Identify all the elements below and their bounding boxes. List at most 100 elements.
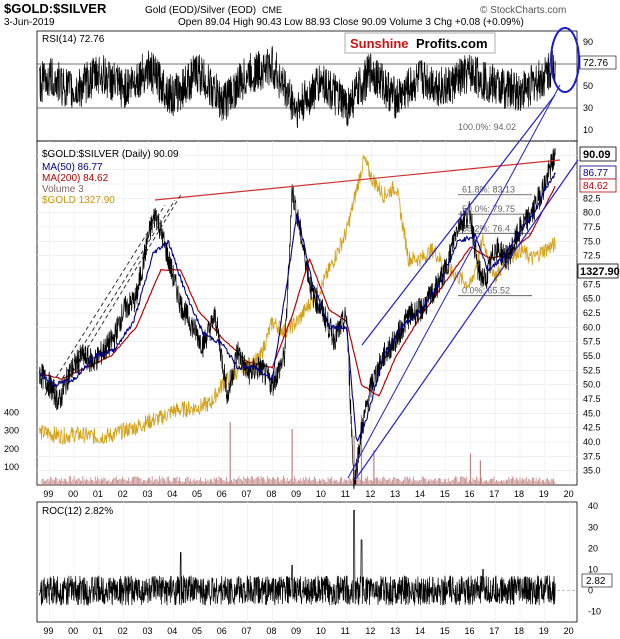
ratio-last-value: 90.09 [583, 149, 611, 161]
price-tick-label: 80.0 [583, 208, 601, 218]
x-tick-label: 12 [365, 489, 375, 499]
ratio-line [39, 148, 556, 490]
x-tick-label: 03 [142, 626, 152, 636]
x-tick-label: 12 [365, 626, 375, 636]
gold-line [39, 154, 556, 445]
x-tick-label: 20 [564, 489, 574, 499]
right-value-labels: 72.76 90.09 86.77 84.62 1327.90 2.82 [577, 55, 620, 588]
brand-profits: Profits.com [416, 36, 488, 51]
price-tick-label: 40.0 [583, 437, 601, 447]
x-tick-label: 15 [440, 626, 450, 636]
fib-label: 0.0%: 65.52 [462, 286, 510, 296]
x-tick-label: 00 [68, 626, 78, 636]
roc-tick-label: 20 [588, 543, 598, 553]
price-tick-label: 77.5 [583, 222, 601, 232]
x-tick-label: 13 [390, 489, 400, 499]
brand-logo: Sunshine Profits.com [344, 32, 496, 54]
watermark: © StockCharts.com [480, 5, 566, 16]
chart-date: 3-Jun-2019 [4, 17, 55, 28]
legend-gold: $GOLD 1327.90 [42, 195, 115, 206]
x-tick-label: 02 [118, 489, 128, 499]
gold-tick-label: 400 [4, 408, 19, 418]
price-tick-label: 52.5 [583, 365, 601, 375]
x-tick-label: 13 [390, 626, 400, 636]
x-tick-label: 17 [489, 489, 499, 499]
x-tick-label: 01 [93, 489, 103, 499]
x-tick-label: 14 [415, 626, 425, 636]
chart-exchange: CME [262, 5, 282, 15]
gold-tick-label: 300 [4, 426, 19, 436]
chart-symbol: $GOLD:$SILVER [4, 1, 107, 16]
x-tick-label: 19 [539, 626, 549, 636]
channel-long-line [347, 84, 561, 479]
price-tick-label: 55.0 [583, 351, 601, 361]
x-tick-label: 09 [291, 489, 301, 499]
x-tick-label: 07 [242, 626, 252, 636]
x-tick-label: 20 [564, 626, 574, 636]
rsi-tick-label: 30 [583, 103, 593, 113]
price-tick-label: 67.5 [583, 279, 601, 289]
roc-line [39, 510, 556, 606]
price-tick-label: 62.5 [583, 308, 601, 318]
resistance-line [154, 159, 561, 201]
x-tick-label: 00 [68, 489, 78, 499]
x-tick-label: 18 [514, 489, 524, 499]
price-tick-label: 45.0 [583, 408, 601, 418]
x-tick-label: 10 [316, 626, 326, 636]
legend-ma50: MA(50) 86.77 [42, 162, 103, 173]
x-axis-roc: 99 00 01 02 03 04 05 06 07 08 09 10 11 12 13 14 15 16 17 18… [43, 626, 573, 636]
rsi-tick-label: 10 [583, 125, 593, 135]
rsi-series [39, 45, 556, 129]
channel-upper-line [361, 94, 556, 346]
gold-last-value: 1327.90 [580, 266, 620, 278]
price-tick-label: 60.0 [583, 322, 601, 332]
x-tick-label: 06 [217, 489, 227, 499]
roc-last-value: 2.82 [586, 576, 606, 587]
rsi-tick-label: 50 [583, 81, 593, 91]
ma50-last-value: 86.77 [583, 168, 608, 179]
legend-ma200: MA(200) 84.62 [42, 173, 109, 184]
ratio-series [39, 148, 556, 490]
price-tick-label: 75.0 [583, 236, 601, 246]
fib-label: 61.8%: 83.13 [462, 185, 515, 195]
x-tick-label: 99 [43, 626, 53, 636]
ma200-last-value: 84.62 [583, 181, 608, 192]
early-channel-mid [54, 199, 176, 391]
price-tick-label: 72.5 [583, 251, 601, 261]
early-channel-upper [61, 192, 183, 391]
x-tick-label: 09 [291, 626, 301, 636]
x-tick-label: 11 [341, 489, 350, 499]
trend-annotations [44, 27, 580, 481]
price-tick-label: 50.0 [583, 380, 601, 390]
x-tick-label: 01 [93, 626, 103, 636]
ma200-series [39, 185, 556, 397]
x-tick-label: 03 [142, 489, 152, 499]
early-channel-lower [44, 204, 166, 396]
roc-tick-label: 40 [588, 501, 598, 511]
roc-tick-label: 0 [588, 585, 593, 595]
rsi-legend: RSI(14) 72.76 [42, 34, 105, 45]
rsi-tick-label: 90 [583, 37, 593, 47]
x-tick-label: 18 [514, 626, 524, 636]
legend-ratio: $GOLD:$SILVER (Daily) 90.09 [42, 149, 179, 160]
roc-panel [36, 501, 578, 623]
gold-tick-label: 200 [4, 444, 19, 454]
brand-sunshine: Sunshine [350, 36, 409, 51]
x-tick-label: 14 [415, 489, 425, 499]
x-tick-label: 07 [242, 489, 252, 499]
chart-description: Gold (EOD)/Silver (EOD) [145, 5, 256, 16]
fib-label: 50.0%: 79.75 [462, 204, 515, 214]
price-axis: 90.087.585.082.580.077.575.072.570.067.5… [583, 150, 601, 475]
rsi-highlight-ellipse [550, 27, 580, 93]
x-tick-label: 04 [167, 626, 177, 636]
fib-label: 38.2%: 76.4 [462, 223, 510, 233]
quote-line: Open 89.04 High 90.43 Low 88.93 Close 90… [178, 17, 524, 28]
ma50-series [38, 172, 556, 442]
x-tick-label: 08 [266, 626, 276, 636]
x-tick-label: 02 [118, 626, 128, 636]
x-tick-label: 16 [464, 626, 474, 636]
x-tick-label: 05 [192, 626, 202, 636]
ma50-line [38, 172, 556, 442]
roc-legend: ROC(12) 2.82% [42, 506, 113, 517]
roc-tick-label: -10 [588, 606, 601, 616]
